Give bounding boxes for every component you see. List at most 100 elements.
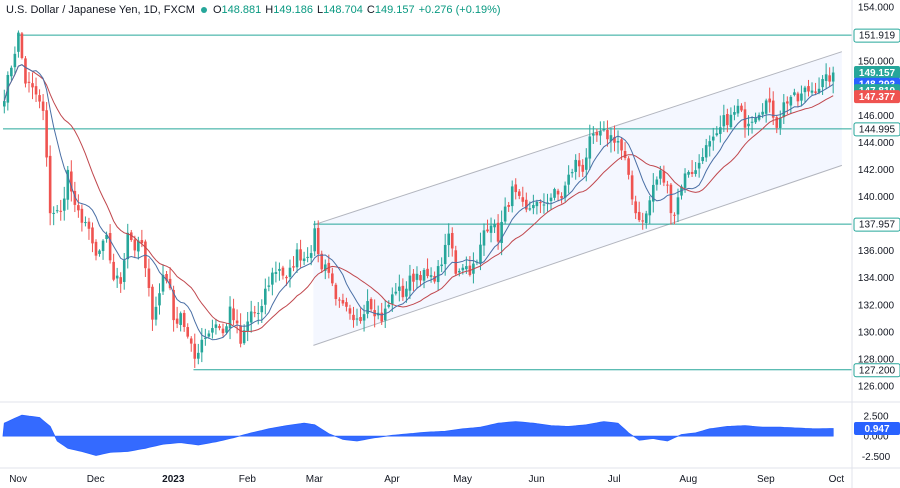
- level-tag-box: [853, 28, 900, 43]
- candle-body: [256, 312, 260, 314]
- candle-body: [299, 249, 302, 261]
- candle: [581, 159, 585, 177]
- candle-body: [542, 204, 546, 206]
- candle-body: [764, 100, 768, 114]
- candle-body: [137, 240, 140, 252]
- candle-body: [3, 101, 6, 107]
- candle: [595, 128, 599, 142]
- candle: [599, 121, 602, 146]
- candle-body: [521, 197, 525, 202]
- candle-body: [711, 136, 715, 141]
- candle-body: [648, 200, 652, 216]
- candle-body: [715, 133, 719, 136]
- fast-moving-average: [3, 64, 834, 341]
- candle-body: [415, 273, 419, 280]
- candle-body: [70, 171, 73, 192]
- candle: [264, 278, 267, 315]
- candle-body: [394, 291, 398, 294]
- candle: [500, 210, 503, 256]
- candle: [239, 313, 242, 348]
- moving-average-layer: [3, 64, 834, 341]
- candle-body: [669, 184, 673, 214]
- price-tag-layer: 151.919144.995137.957127.200149.157148.2…: [853, 28, 900, 435]
- candle: [422, 268, 426, 289]
- candle-body: [419, 275, 422, 281]
- candle-body: [704, 145, 708, 158]
- candle-body: [641, 220, 645, 222]
- candle-body: [549, 197, 553, 202]
- candle: [673, 212, 676, 225]
- candle: [387, 300, 391, 309]
- candle-body: [87, 221, 91, 229]
- candle-body: [514, 184, 518, 193]
- candle-body: [13, 53, 17, 68]
- candle: [175, 306, 179, 329]
- candle: [34, 77, 38, 103]
- candle-body: [323, 264, 327, 271]
- candle: [27, 72, 31, 93]
- candle: [369, 297, 373, 312]
- candle-body: [331, 273, 334, 284]
- candle-body: [260, 306, 264, 313]
- candle: [362, 304, 366, 332]
- candle-body: [24, 58, 27, 84]
- candle-body: [655, 179, 659, 185]
- price-tag-box: [854, 90, 900, 104]
- candle-body: [122, 260, 126, 282]
- candle: [200, 327, 204, 363]
- candle-body: [754, 118, 757, 123]
- level-tag-box: [853, 217, 900, 232]
- candle: [278, 262, 281, 281]
- candle-body: [383, 308, 387, 321]
- candle-body: [634, 201, 637, 214]
- candle-body: [242, 330, 246, 344]
- candle-body: [218, 325, 221, 329]
- time-tick-label: Jul: [608, 474, 621, 485]
- candle-body: [426, 268, 429, 277]
- candle: [736, 99, 740, 117]
- candle: [697, 154, 701, 178]
- candle: [401, 278, 405, 301]
- ohlc-header: U.S. Dollar / Japanese Yen, 1D, FXCM O148…: [6, 4, 505, 16]
- candle-body: [503, 206, 507, 222]
- candle-body: [786, 101, 789, 104]
- candle: [158, 283, 161, 315]
- candle: [288, 259, 292, 288]
- candle-body: [91, 227, 94, 244]
- candle-body: [249, 311, 253, 323]
- candle-body: [701, 157, 704, 162]
- price-tick-label: 126.000: [858, 382, 895, 393]
- candle: [503, 197, 507, 225]
- candle: [630, 170, 634, 205]
- candle: [796, 91, 800, 108]
- candle: [10, 65, 13, 81]
- oscillator-tick-label: -2.500: [862, 452, 891, 463]
- candle-body: [574, 159, 577, 172]
- candle-body: [525, 199, 528, 210]
- candle-body: [239, 325, 242, 344]
- candle-body: [267, 285, 271, 287]
- candle-body: [179, 313, 182, 325]
- candle: [394, 282, 398, 296]
- candle: [482, 223, 486, 256]
- candle-body: [461, 267, 465, 271]
- time-tick-label: Sep: [757, 474, 775, 485]
- time-tick-label: Mar: [306, 474, 324, 485]
- candle-body: [740, 105, 743, 111]
- candle-body: [433, 276, 436, 282]
- candle: [810, 82, 814, 96]
- candle: [246, 311, 249, 342]
- candle: [345, 297, 348, 312]
- level-layer: [3, 34, 852, 371]
- candle-body: [613, 137, 616, 143]
- candle: [24, 56, 27, 88]
- candle: [359, 308, 362, 324]
- candle-body: [292, 266, 295, 268]
- candle-body: [62, 198, 66, 211]
- candle: [577, 152, 581, 178]
- candle-body: [115, 275, 119, 279]
- candle-body: [313, 228, 316, 252]
- candle-body: [45, 110, 48, 158]
